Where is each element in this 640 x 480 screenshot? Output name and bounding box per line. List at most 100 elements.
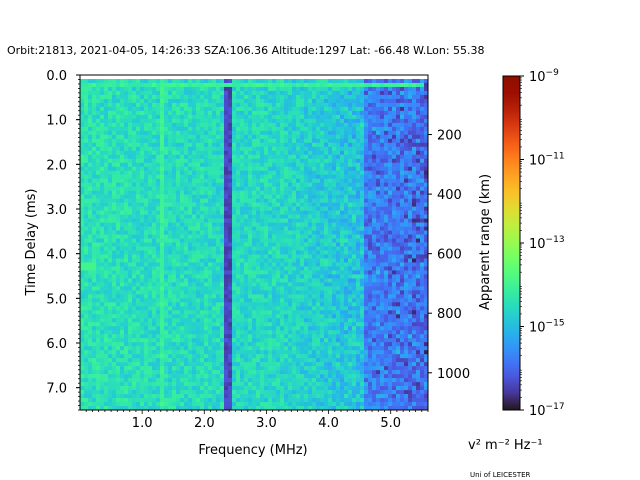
heatmap-cell: [128, 94, 133, 100]
heatmap-cell: [116, 222, 121, 227]
heatmap-cell: [172, 126, 177, 132]
heatmap-cell: [180, 154, 185, 160]
heatmap-cell: [160, 198, 165, 203]
heatmap-cell: [224, 302, 229, 307]
heatmap-cell: [88, 190, 93, 195]
heatmap-cell: [208, 102, 213, 108]
heatmap-cell: [320, 138, 325, 144]
heatmap-cell: [80, 182, 85, 187]
heatmap-cell: [224, 146, 229, 152]
heatmap-cell: [228, 278, 233, 283]
heatmap-cell: [108, 230, 113, 235]
heatmap-cell: [400, 218, 405, 223]
heatmap-cell: [336, 190, 341, 195]
heatmap-cell: [112, 266, 117, 271]
heatmap-cell: [132, 262, 137, 267]
heatmap-cell: [424, 98, 429, 104]
heatmap-cell: [200, 78, 205, 84]
heatmap-cell: [84, 102, 89, 108]
heatmap-cell: [296, 258, 301, 263]
heatmap-cell: [120, 186, 125, 191]
heatmap-cell: [172, 138, 177, 144]
heatmap-cell: [200, 218, 205, 223]
heatmap-cell: [316, 258, 321, 263]
heatmap-cell: [352, 122, 357, 128]
heatmap-cell: [104, 194, 109, 199]
heatmap-cell: [376, 198, 381, 203]
heatmap-cell: [276, 126, 281, 132]
heatmap-cell: [112, 182, 117, 187]
heatmap-cell: [408, 286, 413, 291]
heatmap-cell: [144, 274, 149, 279]
heatmap-cell: [164, 282, 169, 287]
heatmap-cell: [276, 210, 281, 215]
heatmap-cell: [420, 214, 425, 219]
heatmap-cell: [420, 270, 425, 275]
heatmap-cell: [424, 290, 429, 295]
heatmap-cell: [176, 274, 181, 279]
heatmap-cell: [160, 226, 165, 231]
heatmap-cell: [268, 214, 273, 219]
heatmap-cell: [140, 242, 145, 247]
heatmap-cell: [316, 190, 321, 195]
heatmap-cell: [316, 82, 321, 88]
heatmap-cell: [344, 266, 349, 271]
heatmap-cell: [388, 90, 393, 96]
heatmap-cell: [292, 238, 297, 243]
heatmap-cell: [104, 150, 109, 156]
heatmap-cell: [372, 278, 377, 283]
heatmap-cell: [328, 182, 333, 187]
heatmap-cell: [248, 198, 253, 203]
heatmap-cell: [152, 142, 157, 148]
heatmap-cell: [124, 210, 129, 215]
heatmap-cell: [164, 262, 169, 267]
heatmap-cell: [268, 114, 273, 120]
heatmap-cell: [324, 278, 329, 283]
heatmap-cell: [104, 198, 109, 203]
heatmap-cell: [340, 282, 345, 287]
heatmap-cell: [420, 150, 425, 156]
heatmap-cell: [316, 206, 321, 211]
heatmap-cell: [200, 142, 205, 148]
heatmap-cell: [244, 162, 249, 168]
heatmap-cell: [184, 126, 189, 132]
heatmap-cell: [124, 150, 129, 156]
heatmap-cell: [228, 158, 233, 164]
heatmap-cell: [260, 150, 265, 156]
heatmap-cell: [364, 138, 369, 144]
heatmap-cell: [184, 178, 189, 183]
heatmap-cell: [292, 226, 297, 231]
heatmap-cell: [404, 162, 409, 168]
heatmap-cell: [176, 294, 181, 299]
heatmap-cell: [180, 182, 185, 187]
heatmap-cell: [332, 178, 337, 183]
heatmap-cell: [232, 286, 237, 291]
heatmap-cell: [140, 274, 145, 279]
heatmap-cell: [188, 294, 193, 299]
heatmap-cell: [392, 286, 397, 291]
heatmap-cell: [368, 238, 373, 243]
heatmap-cell: [152, 102, 157, 108]
heatmap-cell: [188, 206, 193, 211]
heatmap-cell: [380, 206, 385, 211]
heatmap-cell: [384, 258, 389, 263]
heatmap-cell: [376, 174, 381, 179]
heatmap-cell: [424, 158, 429, 164]
heatmap-cell: [416, 218, 421, 223]
heatmap-cell: [368, 198, 373, 203]
heatmap-cell: [376, 230, 381, 235]
heatmap-cell: [84, 134, 89, 140]
heatmap-cell: [156, 178, 161, 183]
heatmap-cell: [380, 274, 385, 279]
heatmap-cell: [108, 226, 113, 231]
heatmap-cell: [352, 126, 357, 132]
heatmap-cell: [248, 290, 253, 295]
heatmap-cell: [320, 110, 325, 116]
heatmap-cell: [344, 122, 349, 128]
heatmap-cell: [280, 130, 285, 136]
heatmap-cell: [320, 150, 325, 156]
heatmap-cell: [156, 126, 161, 132]
heatmap-cell: [236, 238, 241, 243]
heatmap-cell: [184, 186, 189, 191]
heatmap-cell: [144, 82, 149, 88]
